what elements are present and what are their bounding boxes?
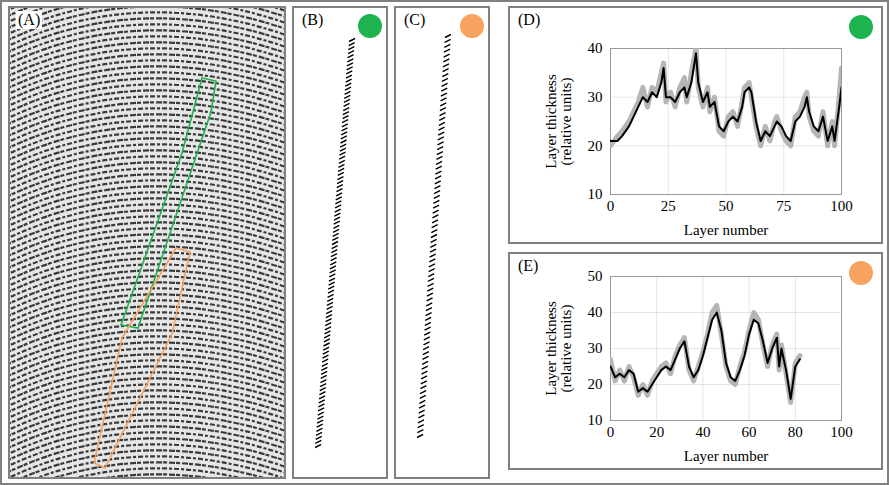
html-text:(A): (A) — [18, 11, 41, 28]
svg-text:25: 25 — [661, 198, 676, 214]
svg-text:10: 10 — [588, 412, 603, 428]
svg-text:75: 75 — [776, 198, 791, 214]
svg-text:20: 20 — [588, 376, 603, 392]
svg-text:10: 10 — [588, 186, 603, 202]
svg-text:40: 40 — [588, 40, 603, 56]
svg-text:20: 20 — [649, 424, 664, 440]
svg-text:60: 60 — [742, 424, 757, 440]
svg-text:100: 100 — [830, 424, 853, 440]
svg-text:0: 0 — [607, 198, 615, 214]
svg-text:Layer thickness(relative units: Layer thickness(relative units) — [543, 74, 575, 169]
svg-text:Layer number: Layer number — [684, 222, 769, 238]
svg-text:Layer number: Layer number — [684, 448, 769, 464]
svg-text:20: 20 — [588, 138, 603, 154]
html-text:(D): (D) — [518, 11, 541, 28]
svg-text:50: 50 — [588, 268, 603, 284]
html-text:(E): (E) — [518, 257, 539, 274]
svg-text:50: 50 — [719, 198, 734, 214]
svg-text:30: 30 — [588, 340, 603, 356]
svg-text:100: 100 — [830, 198, 853, 214]
html-text:(B): (B) — [302, 11, 324, 28]
svg-text:40: 40 — [695, 424, 710, 440]
html-text:(C): (C) — [404, 11, 426, 28]
svg-text:30: 30 — [588, 89, 603, 105]
svg-text:Layer thickness(relative units: Layer thickness(relative units) — [543, 301, 575, 396]
svg-text:40: 40 — [588, 304, 603, 320]
svg-text:0: 0 — [607, 424, 615, 440]
svg-text:80: 80 — [788, 424, 803, 440]
